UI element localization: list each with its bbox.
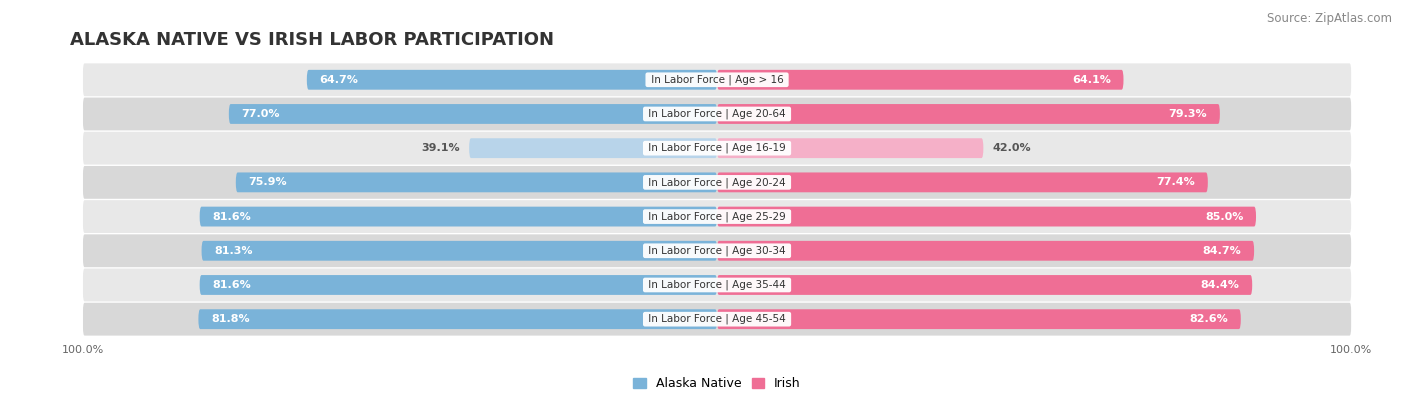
FancyBboxPatch shape <box>717 207 1256 226</box>
FancyBboxPatch shape <box>717 70 1123 90</box>
FancyBboxPatch shape <box>200 275 717 295</box>
FancyBboxPatch shape <box>717 138 983 158</box>
Legend: Alaska Native, Irish: Alaska Native, Irish <box>628 372 806 395</box>
Text: 64.7%: 64.7% <box>319 75 359 85</box>
Text: ALASKA NATIVE VS IRISH LABOR PARTICIPATION: ALASKA NATIVE VS IRISH LABOR PARTICIPATI… <box>70 31 554 49</box>
FancyBboxPatch shape <box>83 269 1351 301</box>
Text: In Labor Force | Age > 16: In Labor Force | Age > 16 <box>648 75 786 85</box>
FancyBboxPatch shape <box>717 104 1220 124</box>
Text: 81.6%: 81.6% <box>212 280 252 290</box>
Text: 64.1%: 64.1% <box>1071 75 1111 85</box>
Text: 77.4%: 77.4% <box>1156 177 1195 187</box>
FancyBboxPatch shape <box>83 234 1351 267</box>
Text: In Labor Force | Age 25-29: In Labor Force | Age 25-29 <box>645 211 789 222</box>
FancyBboxPatch shape <box>470 138 717 158</box>
FancyBboxPatch shape <box>200 207 717 226</box>
Text: 79.3%: 79.3% <box>1168 109 1208 119</box>
FancyBboxPatch shape <box>83 98 1351 130</box>
Text: 84.7%: 84.7% <box>1202 246 1241 256</box>
FancyBboxPatch shape <box>83 200 1351 233</box>
FancyBboxPatch shape <box>83 132 1351 165</box>
Text: 82.6%: 82.6% <box>1189 314 1227 324</box>
FancyBboxPatch shape <box>717 309 1241 329</box>
Text: In Labor Force | Age 30-34: In Labor Force | Age 30-34 <box>645 246 789 256</box>
Text: 84.4%: 84.4% <box>1201 280 1240 290</box>
Text: In Labor Force | Age 16-19: In Labor Force | Age 16-19 <box>645 143 789 153</box>
Text: 81.6%: 81.6% <box>212 212 252 222</box>
Text: 81.3%: 81.3% <box>214 246 253 256</box>
Text: 77.0%: 77.0% <box>242 109 280 119</box>
FancyBboxPatch shape <box>83 166 1351 199</box>
Text: In Labor Force | Age 45-54: In Labor Force | Age 45-54 <box>645 314 789 324</box>
FancyBboxPatch shape <box>717 275 1253 295</box>
FancyBboxPatch shape <box>307 70 717 90</box>
Text: In Labor Force | Age 35-44: In Labor Force | Age 35-44 <box>645 280 789 290</box>
Text: Source: ZipAtlas.com: Source: ZipAtlas.com <box>1267 12 1392 25</box>
Text: 75.9%: 75.9% <box>249 177 287 187</box>
Text: 85.0%: 85.0% <box>1205 212 1243 222</box>
FancyBboxPatch shape <box>717 173 1208 192</box>
Text: 42.0%: 42.0% <box>993 143 1032 153</box>
Text: 39.1%: 39.1% <box>420 143 460 153</box>
Text: In Labor Force | Age 20-24: In Labor Force | Age 20-24 <box>645 177 789 188</box>
FancyBboxPatch shape <box>229 104 717 124</box>
FancyBboxPatch shape <box>236 173 717 192</box>
FancyBboxPatch shape <box>83 63 1351 96</box>
FancyBboxPatch shape <box>198 309 717 329</box>
Text: 81.8%: 81.8% <box>211 314 250 324</box>
FancyBboxPatch shape <box>717 241 1254 261</box>
FancyBboxPatch shape <box>83 303 1351 336</box>
Text: In Labor Force | Age 20-64: In Labor Force | Age 20-64 <box>645 109 789 119</box>
FancyBboxPatch shape <box>201 241 717 261</box>
